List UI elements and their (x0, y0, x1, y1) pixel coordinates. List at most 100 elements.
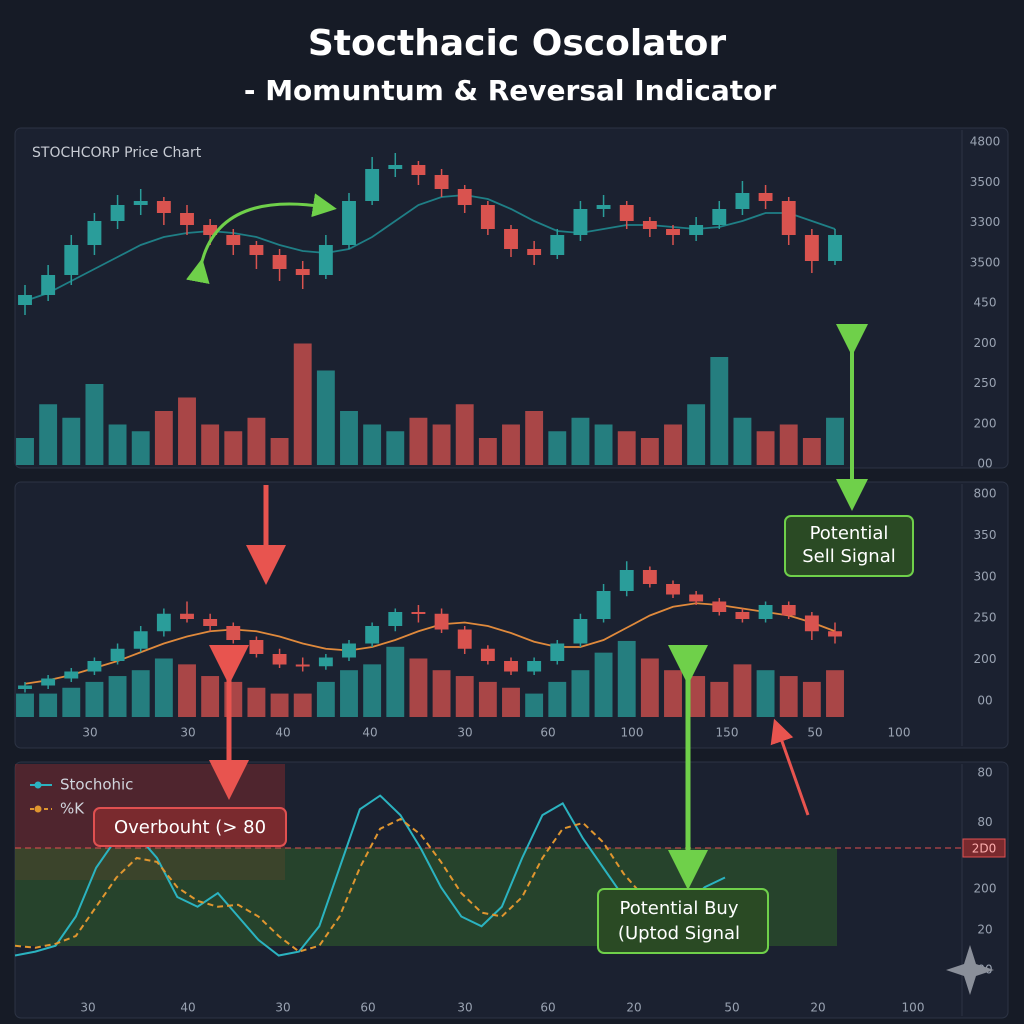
y-tick-label: 250 (974, 611, 997, 625)
candle-body (388, 165, 403, 169)
candle-body (272, 654, 287, 665)
y-tick-label: 200 (974, 336, 997, 350)
candle-body (527, 249, 542, 255)
volume-bar (548, 681, 567, 717)
x-tick-label: 50 (807, 726, 822, 740)
candle-body (133, 201, 148, 205)
volume-bar (293, 343, 312, 465)
candle-body (758, 605, 773, 619)
candle-body (504, 661, 518, 672)
volume-bar (502, 687, 520, 717)
volume-bar (502, 424, 520, 465)
volume-bar (85, 681, 104, 717)
candle-body (434, 175, 449, 189)
candle-body (457, 189, 472, 205)
volume-bar (178, 397, 196, 465)
y-tick-label: 00 (977, 457, 992, 471)
volume-bar (108, 424, 127, 465)
annotation: Potential (810, 523, 889, 544)
volume-bar (802, 438, 821, 465)
volume-bar (62, 687, 81, 717)
y-tick-label: 4800 (970, 135, 1001, 149)
y-tick-label: 3500 (970, 175, 1001, 189)
volume-bar (432, 670, 451, 717)
candle-body (689, 594, 704, 602)
volume-bar (270, 438, 289, 465)
candle-body (318, 245, 333, 275)
panel-title: STOCHCORP Price Chart (32, 145, 202, 161)
moving-average (24, 602, 836, 685)
candle-body (272, 255, 287, 269)
candle-body (180, 213, 194, 225)
volume-bar (247, 417, 266, 465)
y-tick-label: 350 (974, 528, 997, 542)
candle-body (735, 612, 750, 619)
volume-bar (525, 693, 544, 717)
volume-bar (270, 693, 289, 717)
volume-bar (525, 411, 544, 465)
volume-bar (478, 438, 497, 465)
candle-body (365, 169, 380, 201)
arrow (770, 718, 810, 816)
volume-bar (363, 424, 382, 465)
candle-body (156, 613, 171, 632)
volume-bar (39, 693, 58, 717)
candle-body (226, 626, 241, 640)
candle-body (480, 648, 495, 661)
candle-body (504, 229, 518, 249)
volume-bar (664, 424, 682, 465)
annotation-box (784, 515, 914, 577)
volume-bar (826, 670, 844, 717)
candle-body (480, 205, 495, 229)
legend-marker (34, 805, 42, 813)
candle-body (434, 613, 449, 630)
volume-bar (363, 664, 382, 717)
candle-body (226, 235, 241, 245)
candle-body (527, 661, 542, 672)
y-tick-label: 80 (977, 766, 992, 780)
candle-body (619, 205, 634, 221)
candle-body (156, 201, 171, 213)
candle-body (342, 201, 356, 245)
candle-body (596, 205, 611, 209)
volume-bar (201, 424, 220, 465)
y-tick-label: 20 (977, 923, 992, 937)
volume-bar (386, 431, 405, 465)
volume-bar (455, 676, 474, 717)
candle-body (828, 235, 842, 261)
candle-body (781, 201, 796, 235)
volume-bar (779, 676, 798, 717)
threshold-box (962, 838, 1006, 858)
volume-bar (594, 652, 613, 717)
annotation: Overbouht (> 80 (114, 817, 266, 838)
y-tick-label: 3500 (970, 255, 1001, 269)
y-tick-label: 200 (974, 882, 997, 896)
volume-bar (455, 404, 474, 465)
volume-bar (154, 658, 173, 717)
volume-bar (131, 431, 150, 465)
candle-body (666, 229, 680, 235)
candle-body (110, 205, 125, 221)
volume-bar (201, 676, 220, 717)
volume-bar (178, 664, 196, 717)
candle-body (342, 643, 356, 658)
annotation: (Uptod Signal (618, 923, 740, 944)
x-tick-label: 30 (275, 1001, 290, 1015)
candle-body (249, 640, 264, 654)
x-tick-label: 50 (724, 1001, 739, 1015)
candle-body (41, 678, 56, 686)
y-tick-label: 800 (974, 487, 997, 501)
x-tick-label: 150 (716, 726, 739, 740)
y-tick-label: 450 (974, 296, 997, 310)
volume-bar (409, 658, 428, 717)
candle-body (666, 584, 680, 595)
volume-bar (617, 640, 636, 717)
y-tick-label: 250 (974, 376, 997, 390)
candle-body (411, 612, 426, 614)
candle-body (133, 631, 148, 649)
volume-bar (16, 438, 34, 465)
volume-bar (108, 676, 127, 717)
y-tick-label: 200 (974, 416, 997, 430)
volume-bar (779, 424, 798, 465)
x-tick-label: 30 (80, 1001, 95, 1015)
